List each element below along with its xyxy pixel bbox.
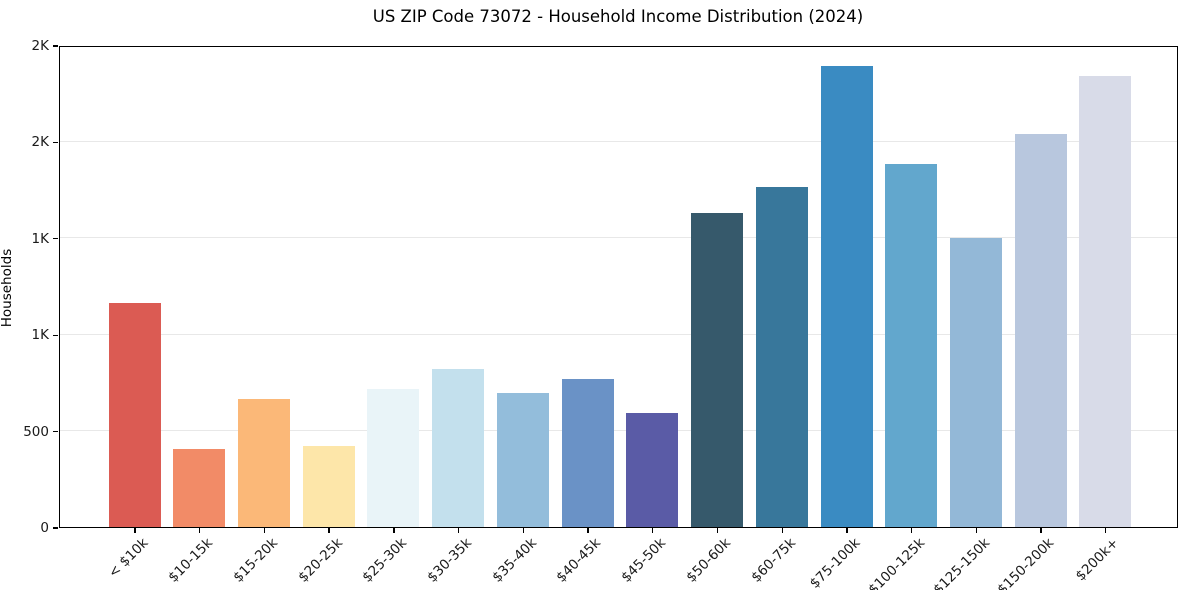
x-tick-mark <box>457 528 460 533</box>
y-tick-label: 0 <box>40 520 49 536</box>
bar-30-35k <box>432 368 485 527</box>
y-tick-mark <box>53 238 58 240</box>
bar-50-60k <box>691 212 744 527</box>
x-tick-mark <box>975 528 978 533</box>
y-tick-mark <box>53 45 58 47</box>
bar-125-150k <box>949 237 1002 527</box>
bar-15-20k <box>238 398 291 527</box>
bar-20-25k <box>302 446 355 527</box>
x-tick-mark <box>587 528 589 533</box>
x-tick-label: $35-40k <box>488 535 540 586</box>
bar-150-200k <box>1014 133 1067 527</box>
x-tick-label: $25-30k <box>359 535 411 586</box>
x-tick-mark <box>1040 528 1042 533</box>
x-tick-label: $150-200k <box>994 535 1058 590</box>
y-tick-label: 2K <box>31 134 49 151</box>
y-tick-mark <box>53 430 58 433</box>
y-tick-label: 500 <box>23 423 49 440</box>
x-tick-mark <box>846 528 848 533</box>
x-tick-mark <box>652 528 654 533</box>
y-tick-label: 1K <box>31 327 49 344</box>
gridline <box>59 333 1177 335</box>
x-tick-mark <box>522 528 524 533</box>
gridline <box>59 430 1177 432</box>
x-tick-mark <box>393 528 395 533</box>
x-tick-label: $10-15k <box>165 535 217 586</box>
bar-35-40k <box>496 393 549 527</box>
x-tick-label: $40-45k <box>553 535 605 586</box>
x-tick-mark <box>199 528 201 533</box>
x-tick-mark <box>263 528 266 533</box>
bar-10k <box>108 303 161 527</box>
x-tick-label: $15-20k <box>230 535 281 586</box>
bar-100-125k <box>885 163 938 527</box>
gridline <box>59 140 1177 142</box>
x-tick-label: $75-100k <box>806 535 864 590</box>
x-tick-mark <box>716 528 719 533</box>
bar-200k <box>1079 75 1132 527</box>
gridline <box>59 237 1177 239</box>
y-tick-label: 1K <box>31 230 49 247</box>
y-tick-mark <box>53 527 58 529</box>
bar-40-45k <box>561 378 614 527</box>
x-tick-label: $20-25k <box>294 535 346 586</box>
x-tick-label: $60-75k <box>747 535 799 586</box>
bar-45-50k <box>626 413 679 527</box>
bar-25-30k <box>367 389 420 527</box>
x-tick-label: $30-35k <box>424 535 475 586</box>
y-tick-mark <box>53 334 58 336</box>
plot-area <box>58 46 1178 528</box>
y-tick-mark <box>53 141 58 144</box>
x-tick-mark <box>1105 528 1107 533</box>
bar-60-75k <box>755 186 808 527</box>
y-axis-label: Households <box>0 248 15 328</box>
x-tick-label: $200k+ <box>1072 535 1123 585</box>
bar-75-100k <box>820 66 873 527</box>
bar-10-15k <box>173 448 226 527</box>
x-tick-label: $125-150k <box>929 535 993 590</box>
x-tick-label: $50-60k <box>683 535 734 586</box>
x-tick-label: $100-125k <box>865 535 928 590</box>
x-tick-mark <box>781 528 783 533</box>
x-tick-label: $45-50k <box>618 535 670 586</box>
chart-title: US ZIP Code 73072 - Household Income Dis… <box>372 7 864 26</box>
x-tick-mark <box>134 528 136 533</box>
x-tick-mark <box>328 528 330 533</box>
x-tick-label: < $10k <box>105 535 152 582</box>
y-tick-label: 2K <box>31 38 49 54</box>
x-tick-mark <box>910 528 913 533</box>
